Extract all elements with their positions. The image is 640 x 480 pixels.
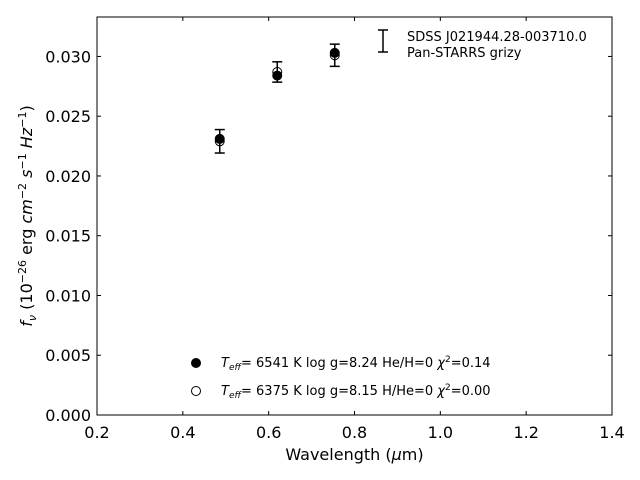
axis-ticks: 0.2 0.4 0.6 0.8 1.0 1.2 1.4 0.000 0.005 0.010 0.01… — [45, 17, 625, 442]
model-legend-filled-marker — [191, 358, 201, 368]
chart-marks — [214, 43, 340, 154]
y-tick-label: 0.020 — [45, 167, 91, 186]
observed-legend: SDSS J021944.28-003710.0 Pan-STARRS griz… — [378, 29, 587, 61]
x-tick-label: 0.6 — [256, 423, 281, 442]
model-legend-open-marker — [191, 386, 201, 396]
y-tick-label: 0.010 — [45, 286, 91, 305]
model-point-filled — [329, 47, 340, 58]
y-tick-label: 0.015 — [45, 227, 91, 246]
model-legend-label-1: Teff= 6541 K log g=8.24 He/H=0 χ2=0.14 — [221, 355, 491, 373]
observed-legend-errorbar-icon — [378, 29, 388, 53]
model-legend-label-2: Teff= 6375 K log g=8.15 H/He=0 χ2=0.00 — [221, 383, 491, 401]
x-tick-label: 0.4 — [170, 423, 195, 442]
model-legend: Teff= 6541 K log g=8.24 He/H=0 χ2=0.14 T… — [191, 355, 491, 401]
observed-legend-label-2: Pan-STARRS grizy — [407, 46, 522, 61]
y-tick-label: 0.030 — [45, 47, 91, 66]
observed-legend-label-1: SDSS J021944.28-003710.0 — [407, 30, 587, 45]
model-point-filled — [214, 133, 225, 144]
model-point-filled — [272, 70, 283, 81]
y-tick-label: 0.000 — [45, 406, 91, 425]
model-point-open — [272, 66, 283, 77]
y-tick-label: 0.025 — [45, 107, 91, 126]
x-tick-label: 1.2 — [513, 423, 538, 442]
y-axis-label: fν (10−26 erg cm−2 s−1 Hz−1) — [16, 105, 39, 326]
x-axis-label: Wavelength (μm) — [285, 445, 423, 464]
plot-frame — [96, 16, 613, 416]
x-tick-label: 0.2 — [84, 423, 109, 442]
x-tick-label: 1.4 — [599, 423, 624, 442]
y-tick-label: 0.005 — [45, 346, 91, 365]
model-point-open — [214, 136, 225, 147]
x-tick-label: 1.0 — [428, 423, 453, 442]
model-point-open — [329, 50, 340, 61]
x-tick-label: 0.8 — [342, 423, 367, 442]
